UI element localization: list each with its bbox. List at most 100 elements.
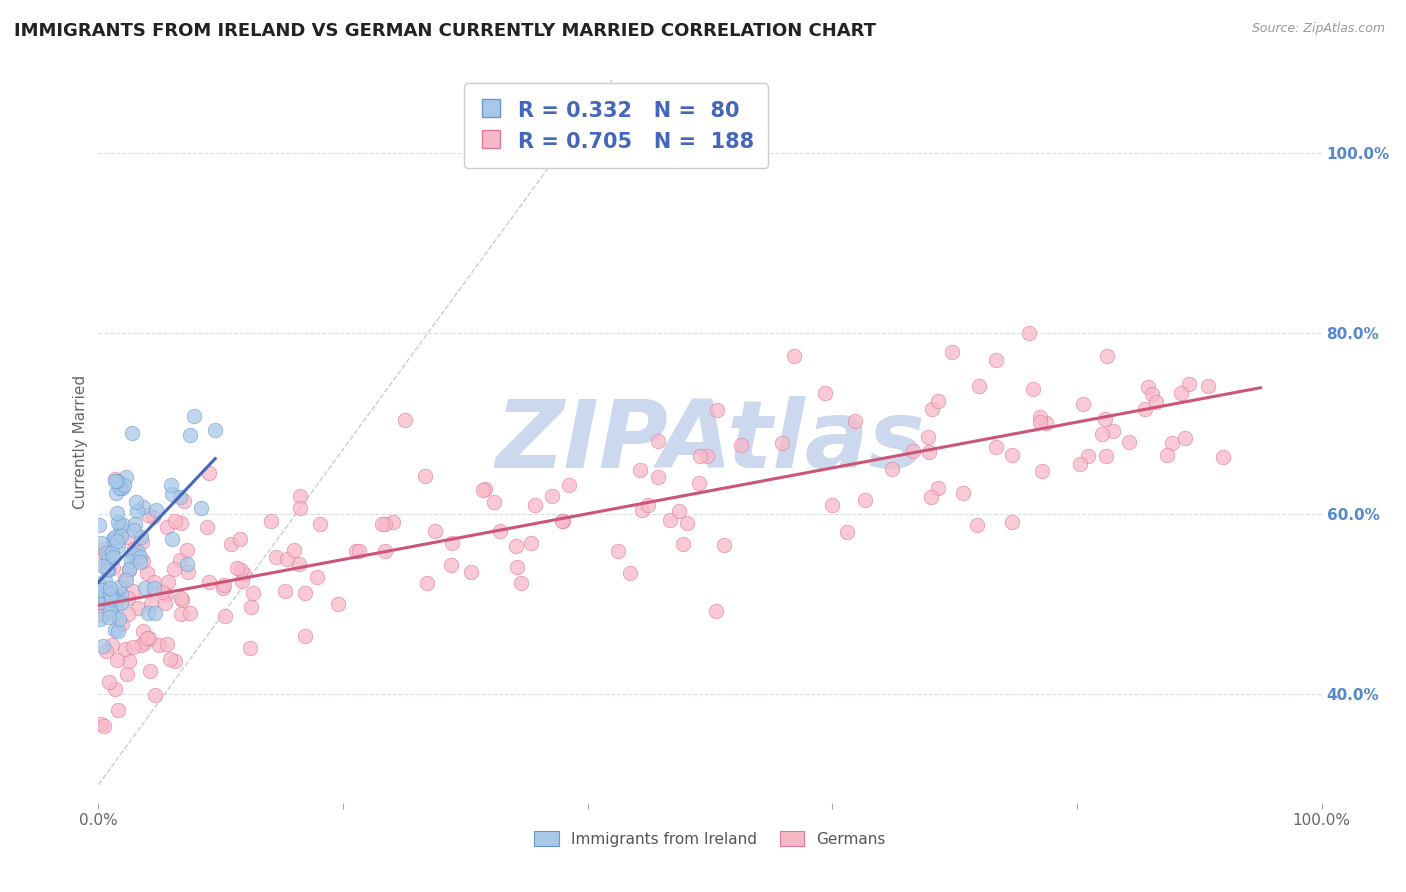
Point (413, 468, 436, 483)
Point (197, 520, 219, 534)
Point (169, 490, 191, 504)
Point (212, 578, 235, 592)
Point (111, 481, 134, 495)
Point (121, 584, 143, 599)
Point (156, 637, 179, 651)
Point (108, 481, 131, 495)
Point (107, 612, 129, 626)
Point (231, 574, 253, 588)
Point (1001, 448, 1024, 462)
Point (101, 549, 124, 564)
Point (100, 591, 122, 605)
Point (91, 640, 114, 654)
Point (120, 554, 142, 568)
Point (93, 719, 115, 733)
Point (103, 532, 125, 546)
Point (93, 541, 115, 556)
Point (91, 546, 114, 560)
Point (125, 494, 148, 508)
Point (1095, 449, 1118, 463)
Point (89, 536, 111, 550)
Point (157, 574, 180, 589)
Point (89, 518, 111, 533)
Point (1212, 450, 1234, 464)
Point (136, 566, 159, 581)
Point (835, 525, 858, 540)
Point (94, 591, 117, 606)
Point (558, 478, 581, 492)
Point (1071, 397, 1094, 411)
Point (87, 577, 110, 591)
Point (105, 653, 128, 667)
Point (122, 542, 145, 557)
Point (93, 574, 115, 589)
Point (688, 475, 710, 490)
Point (96, 560, 118, 574)
Point (170, 592, 193, 607)
Point (1077, 449, 1099, 463)
Text: ZIPAtlas: ZIPAtlas (495, 395, 925, 488)
Point (307, 570, 329, 584)
Text: IMMIGRANTS FROM IRELAND VS GERMAN CURRENTLY MARRIED CORRELATION CHART: IMMIGRANTS FROM IRELAND VS GERMAN CURREN… (14, 22, 876, 40)
Point (505, 539, 527, 553)
Point (551, 514, 574, 528)
Point (111, 616, 134, 631)
Point (160, 486, 183, 500)
Point (294, 586, 316, 600)
Point (1118, 434, 1140, 449)
Point (118, 563, 141, 577)
Point (264, 550, 287, 565)
Text: Source: ZipAtlas.com: Source: ZipAtlas.com (1251, 22, 1385, 36)
Point (91, 559, 114, 574)
Point (290, 501, 312, 516)
Point (139, 664, 162, 678)
Point (204, 423, 226, 437)
Point (128, 555, 150, 569)
Point (124, 517, 146, 532)
Point (104, 474, 127, 488)
Point (1197, 378, 1219, 392)
Point (344, 543, 367, 558)
Point (659, 513, 682, 527)
Point (283, 543, 305, 558)
Point (713, 538, 735, 552)
Point (121, 640, 143, 655)
Point (142, 510, 165, 524)
Point (231, 563, 253, 577)
Point (176, 543, 198, 558)
Point (1102, 424, 1125, 438)
Point (94, 644, 117, 658)
Point (163, 562, 186, 576)
Point (179, 428, 201, 442)
Point (173, 494, 195, 508)
Point (90, 595, 112, 609)
Point (143, 606, 166, 620)
Point (214, 609, 236, 624)
Point (176, 557, 198, 571)
Point (706, 403, 728, 417)
Point (117, 607, 139, 622)
Point (110, 595, 132, 609)
Point (294, 629, 316, 643)
Point (129, 530, 152, 544)
Point (637, 498, 659, 512)
Point (523, 498, 546, 512)
Point (328, 597, 350, 611)
Point (689, 449, 711, 463)
Point (139, 597, 162, 611)
Point (155, 596, 177, 610)
Point (1022, 383, 1045, 397)
Point (274, 583, 297, 598)
Point (138, 631, 160, 645)
Point (98, 604, 121, 618)
Point (1135, 402, 1157, 417)
Point (132, 553, 155, 567)
Point (107, 624, 129, 638)
Point (118, 562, 141, 576)
Point (122, 523, 145, 537)
Point (107, 539, 129, 553)
Point (97, 674, 120, 689)
Point (440, 558, 463, 572)
Point (440, 536, 463, 550)
Point (143, 688, 166, 702)
